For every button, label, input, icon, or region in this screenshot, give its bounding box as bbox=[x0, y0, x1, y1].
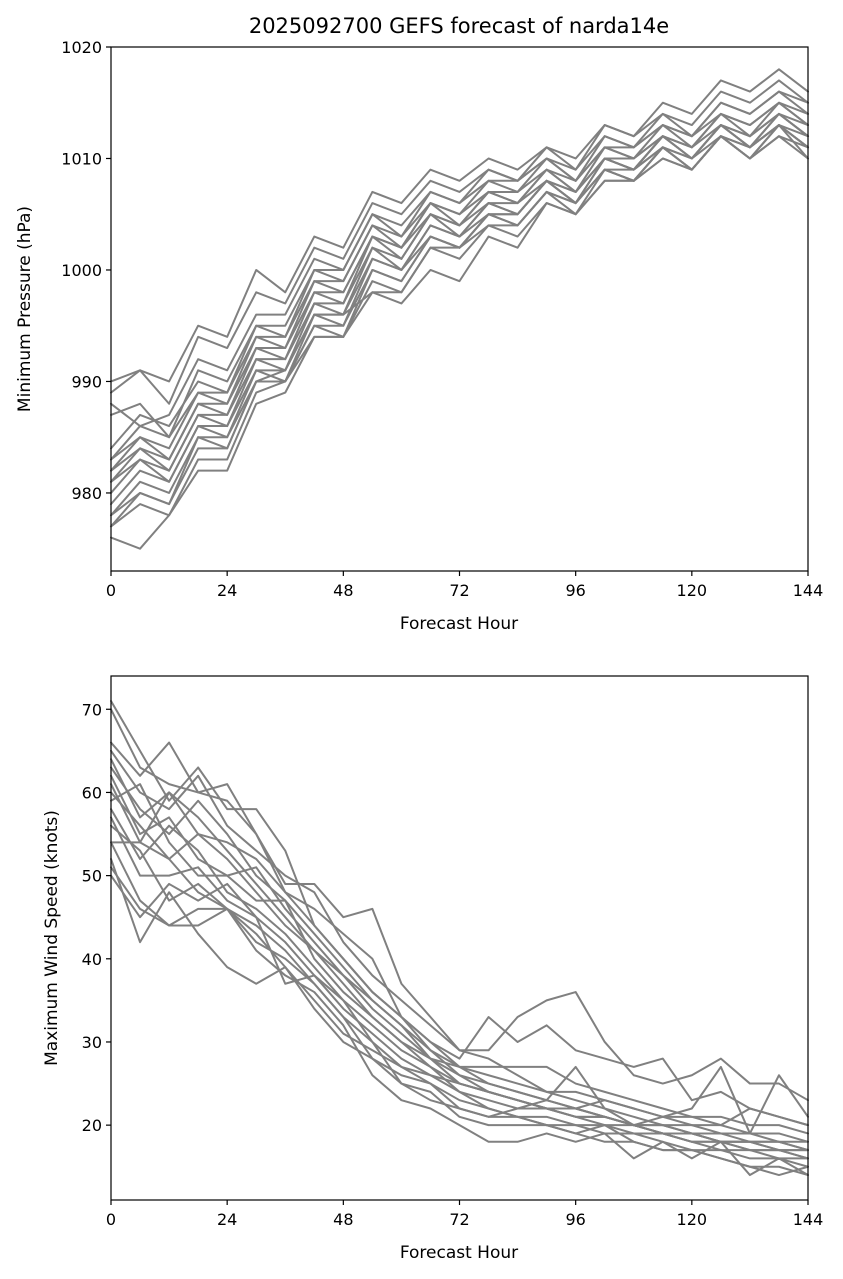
pressure-x-tick-label: 0 bbox=[106, 581, 116, 600]
wind-member-line-18 bbox=[110, 874, 809, 1135]
wind-x-tick-label: 0 bbox=[106, 1210, 116, 1229]
pressure-axis-ticks: 0 24 48 72 96 120 144 980 990 1000 1010 1020 bbox=[61, 38, 823, 600]
pressure-y-tick-label: 990 bbox=[71, 372, 102, 391]
wind-member-line-8 bbox=[110, 783, 809, 1143]
wind-member-line-3 bbox=[110, 741, 809, 1127]
wind-panel: 0 24 48 72 96 120 144 20 30 40 50 60 70 Forecast Hou… bbox=[42, 675, 824, 1263]
pressure-x-tick-label: 144 bbox=[793, 581, 824, 600]
pressure-member-line-13 bbox=[110, 124, 809, 506]
pressure-member-line-9 bbox=[110, 112, 809, 472]
wind-member-line-11 bbox=[110, 808, 809, 1160]
wind-y-tick-label: 30 bbox=[82, 1033, 102, 1052]
pressure-member-line-5 bbox=[110, 101, 809, 450]
pressure-member-line-1 bbox=[110, 68, 809, 383]
chart-title: 2025092700 GEFS forecast of narda14e bbox=[249, 14, 669, 38]
wind-member-line-17 bbox=[110, 866, 809, 1127]
wind-y-tick-label: 70 bbox=[82, 700, 102, 719]
wind-y-tick-label: 20 bbox=[82, 1116, 102, 1135]
pressure-y-tick-label: 1010 bbox=[61, 149, 102, 168]
pressure-y-tick-label: 1020 bbox=[61, 38, 102, 57]
pressure-y-tick-label: 980 bbox=[71, 484, 102, 503]
wind-x-tick-label: 72 bbox=[449, 1210, 469, 1229]
wind-member-line-2 bbox=[110, 708, 809, 1102]
wind-x-axis-label: Forecast Hour bbox=[400, 1243, 518, 1263]
pressure-member-line-18 bbox=[110, 124, 809, 528]
pressure-y-tick-label: 1000 bbox=[61, 261, 102, 280]
wind-x-tick-label: 120 bbox=[677, 1210, 708, 1229]
pressure-x-tick-label: 120 bbox=[677, 581, 708, 600]
pressure-x-tick-label: 48 bbox=[333, 581, 353, 600]
wind-x-tick-label: 48 bbox=[333, 1210, 353, 1229]
wind-y-tick-label: 40 bbox=[82, 950, 102, 969]
pressure-x-tick-label: 72 bbox=[449, 581, 469, 600]
wind-member-line-16 bbox=[110, 857, 809, 1177]
pressure-x-axis-label: Forecast Hour bbox=[400, 614, 518, 634]
wind-y-tick-label: 50 bbox=[82, 867, 102, 886]
wind-y-tick-label: 60 bbox=[82, 783, 102, 802]
pressure-member-line-8 bbox=[110, 112, 809, 472]
pressure-member-line-14 bbox=[110, 124, 809, 517]
pressure-panel: 2025092700 GEFS forecast of narda14e 0 24… bbox=[15, 14, 823, 634]
wind-x-tick-label: 24 bbox=[217, 1210, 237, 1229]
wind-member-line-12 bbox=[110, 816, 809, 1160]
wind-axis-ticks: 0 24 48 72 96 120 144 20 30 40 50 60 70 bbox=[82, 700, 824, 1229]
pressure-member-line-4 bbox=[110, 90, 809, 439]
wind-y-axis-label: Maximum Wind Speed (knots) bbox=[42, 810, 62, 1066]
wind-x-tick-label: 144 bbox=[793, 1210, 824, 1229]
pressure-series-group bbox=[110, 68, 809, 550]
wind-plot-frame bbox=[110, 675, 809, 1201]
pressure-x-tick-label: 24 bbox=[217, 581, 237, 600]
pressure-y-axis-label: Minimum Pressure (hPa) bbox=[15, 206, 35, 412]
wind-x-tick-label: 96 bbox=[565, 1210, 585, 1229]
wind-series-group bbox=[110, 699, 809, 1177]
pressure-member-line-16 bbox=[110, 135, 809, 528]
pressure-member-line-17 bbox=[110, 135, 809, 550]
pressure-member-line-15 bbox=[110, 124, 809, 517]
pressure-plot-frame bbox=[110, 46, 809, 572]
pressure-x-tick-label: 96 bbox=[565, 581, 585, 600]
pressure-member-line-2 bbox=[110, 79, 809, 405]
